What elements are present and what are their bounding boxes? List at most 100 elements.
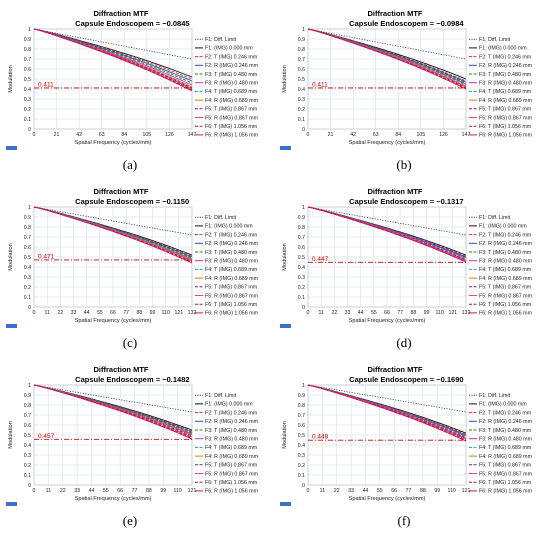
x-tick-label: 66 (117, 488, 123, 494)
y-tick-label: 0.2 (24, 463, 31, 469)
chart-subtitle: Capsule Endoscope (75, 197, 147, 206)
y-tick-label: 0.7 (298, 57, 305, 63)
x-axis-label: Spatial Frequency (cycles/mm) (75, 140, 152, 146)
legend-label: F4: T (IMG) 0.689 mm (479, 89, 532, 95)
legend-label: F6: R (IMG) 1.056 mm (479, 133, 533, 139)
y-tick-label: 0.4 (24, 265, 31, 271)
legend-label: F6: R (IMG) 1.056 mm (479, 489, 533, 495)
legend-label: F1: (IMG) 0.000 mm (205, 46, 253, 52)
threshold-label: 0.411 (38, 81, 54, 88)
x-tick-label: 84 (395, 132, 401, 138)
legend-label: F6: R (IMG) 1.056 mm (205, 133, 259, 139)
legend-label: F2: R (IMG) 0.246 mm (479, 63, 533, 69)
legend-label: F4: R (IMG) 0.689 mm (205, 454, 259, 460)
chart-panel-e: Diffraction MTF Capsule Endoscope m = −0.1… (4, 358, 276, 528)
y-tick-label: 0.6 (298, 67, 305, 73)
y-tick-label: 0 (302, 305, 305, 311)
legend-label: F5: R (IMG) 0.867 mm (205, 471, 259, 477)
x-tick-label: 132 (188, 310, 197, 316)
x-tick-label: 33 (71, 310, 77, 316)
legend-label: F2: T (IMG) 0.246 mm (205, 232, 258, 238)
y-tick-label: 0.8 (298, 47, 305, 53)
x-tick-label: 110 (447, 488, 455, 494)
x-tick-label: 55 (103, 488, 109, 494)
legend-label: F4: R (IMG) 0.689 mm (479, 98, 533, 104)
legend-label: F3: T (IMG) 0.480 mm (479, 428, 532, 434)
x-tick-label: 99 (160, 488, 166, 494)
legend-label: F6: T (IMG) 1.056 mm (479, 302, 532, 308)
magnification-label: m = −0.1150 (147, 197, 189, 206)
y-tick-label: 0.9 (24, 393, 31, 399)
x-tick-label: 88 (420, 488, 426, 494)
legend-label: F1: Diff. Limit (205, 215, 237, 221)
x-tick-label: 0 (33, 310, 36, 316)
y-tick-label: 0 (302, 483, 305, 489)
legend-label: F3: R (IMG) 0.480 mm (205, 259, 259, 265)
legend-label: F4: R (IMG) 0.689 mm (479, 276, 533, 282)
series-diffraction-limit (33, 206, 193, 236)
x-tick-label: 88 (410, 310, 416, 316)
chart-subtitle: Capsule Endoscope (349, 19, 421, 28)
x-tick-label: 66 (391, 488, 397, 494)
x-tick-label: 55 (97, 310, 103, 316)
y-tick-label: 0.3 (24, 97, 31, 103)
caption-f: (f) (397, 513, 411, 528)
y-tick-label: 0.8 (24, 225, 31, 231)
legend-label: F3: R (IMG) 0.480 mm (479, 437, 533, 443)
threshold-label: 0.447 (312, 256, 329, 263)
x-tick-label: 42 (350, 132, 356, 138)
legend-label: F2: T (IMG) 0.246 mm (205, 410, 258, 416)
y-tick-label: 0.2 (298, 285, 305, 291)
x-tick-label: 22 (334, 488, 340, 494)
legend-label: F1: Diff. Limit (205, 393, 237, 399)
legend-label: F5: T (IMG) 0.867 mm (479, 285, 532, 291)
y-axis-label: Modulation (282, 65, 288, 92)
y-tick-label: 0.1 (298, 473, 305, 479)
caption-a: (a) (122, 157, 138, 172)
legend-label: F3: T (IMG) 0.480 mm (205, 250, 258, 256)
y-tick-label: 0.8 (24, 47, 31, 53)
legend-label: F3: R (IMG) 0.480 mm (479, 259, 533, 265)
x-tick-label: 66 (384, 310, 390, 316)
chart-title: Diffraction MTF (368, 9, 423, 18)
threshold-label: 0.411 (312, 81, 328, 88)
legend-label: F6: T (IMG) 1.056 mm (205, 480, 258, 486)
y-tick-label: 0.7 (24, 57, 31, 63)
software-logo (6, 324, 17, 328)
y-tick-label: 0.1 (24, 117, 31, 123)
y-tick-label: 1 (302, 383, 305, 389)
chart-title: Diffraction MTF (94, 187, 149, 196)
legend-label: F4: R (IMG) 0.689 mm (205, 276, 259, 282)
x-tick-label: 11 (44, 310, 49, 316)
caption-c: (c) (122, 335, 138, 350)
x-tick-label: 33 (348, 488, 354, 494)
legend-label: F3: T (IMG) 0.480 mm (479, 72, 532, 78)
software-logo (6, 502, 17, 506)
legend-label: F2: R (IMG) 0.246 mm (205, 63, 259, 69)
x-tick-label: 77 (397, 310, 403, 316)
x-tick-label: 99 (150, 310, 156, 316)
threshold-label: 0.448 (312, 434, 329, 441)
chart-title: Diffraction MTF (94, 365, 149, 374)
chart-title: Diffraction MTF (368, 187, 423, 196)
x-tick-label: 99 (434, 488, 440, 494)
chart-title: Diffraction MTF (94, 9, 149, 18)
threshold-label: 0.457 (38, 433, 55, 440)
chart-panel-b: Diffraction MTF Capsule Endoscope m = −0.0… (278, 2, 550, 172)
magnification-label: m = −0.0984 (421, 19, 464, 28)
y-tick-label: 0.5 (24, 255, 31, 261)
y-tick-label: 0.4 (298, 87, 305, 93)
series-diffraction-limit (307, 206, 467, 236)
y-tick-label: 0.8 (298, 403, 305, 409)
legend-label: F4: R (IMG) 0.689 mm (205, 98, 259, 104)
x-tick-label: 77 (406, 488, 412, 494)
x-tick-label: 126 (165, 132, 174, 138)
x-tick-label: 63 (99, 132, 105, 138)
y-tick-label: 0.6 (24, 67, 31, 73)
chart-panel-d: Diffraction MTF Capsule Endoscope m = −0.1… (278, 180, 550, 350)
legend-label: F5: T (IMG) 0.867 mm (205, 107, 258, 113)
x-tick-label: 55 (371, 310, 377, 316)
legend-label: F4: T (IMG) 0.689 mm (479, 267, 532, 273)
